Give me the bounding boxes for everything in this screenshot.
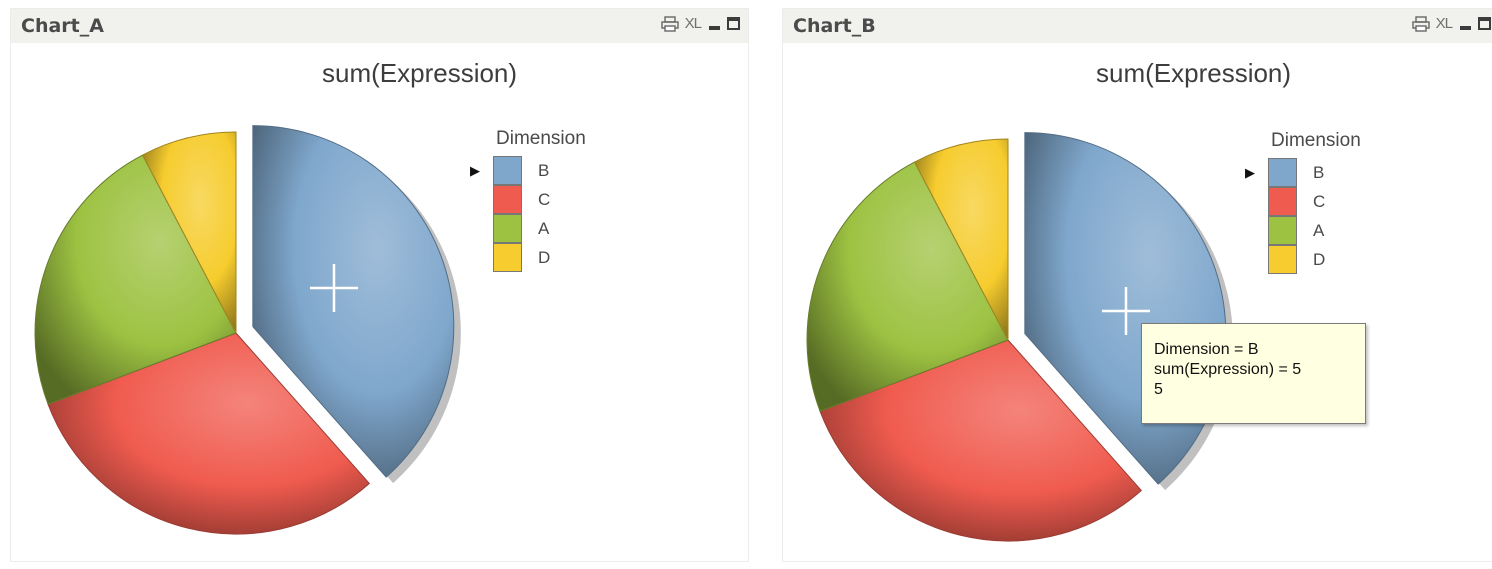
caption-icons: XL (660, 15, 740, 32)
pie-slice-d[interactable] (913, 138, 1009, 341)
tooltip-line: 5 (1154, 381, 1163, 398)
legend-label: C (1313, 191, 1326, 211)
pie-slice-b[interactable] (252, 125, 455, 478)
legend-swatch (1268, 245, 1297, 274)
legend-item-d[interactable]: D (470, 243, 586, 272)
pie-slice-a[interactable] (806, 161, 1009, 412)
crosshair-cursor-icon (1102, 287, 1150, 335)
legend-swatch (1268, 216, 1297, 245)
legend-label: A (538, 218, 550, 238)
xl-icon[interactable]: XL (684, 15, 702, 32)
chart-title: sum(Expression) (1096, 58, 1292, 88)
legend-item-a[interactable]: A (1245, 216, 1361, 245)
maximize-icon[interactable] (1478, 17, 1491, 30)
print-icon[interactable] (660, 15, 679, 32)
legend-swatch (493, 156, 522, 185)
panel-caption: Chart_B (793, 15, 876, 37)
legend-swatch (1268, 187, 1297, 216)
minimize-icon[interactable] (1458, 16, 1472, 32)
minimize-icon[interactable] (707, 16, 721, 32)
tooltip-line: sum(Expression) = 5 (1154, 361, 1302, 378)
legend-label: C (538, 189, 551, 209)
pie-slice-c[interactable] (819, 339, 1142, 542)
panel-caption: Chart_A (21, 15, 104, 37)
legend-label: B (1313, 162, 1325, 182)
tooltip-line: Dimension = B (1154, 341, 1259, 358)
legend-swatch (1268, 158, 1297, 187)
legend-item-c[interactable]: C (1245, 187, 1361, 216)
legend-label: A (1313, 220, 1325, 240)
selection-pointer-icon: ▶ (1245, 165, 1255, 180)
legend-title: Dimension (496, 128, 586, 149)
pie-slice-c[interactable] (47, 332, 370, 535)
pie-slice-a[interactable] (34, 154, 237, 405)
caption-bar[interactable]: Chart_A XL (11, 9, 748, 43)
legend-item-a[interactable]: A (470, 214, 586, 243)
pie-slice-d[interactable] (141, 131, 237, 334)
legend-item-c[interactable]: C (470, 185, 586, 214)
caption-icons: XL (1411, 15, 1491, 32)
xl-icon[interactable]: XL (1435, 15, 1453, 32)
pie-chart-b[interactable] (760, 0, 1492, 569)
caption-bar[interactable]: Chart_B XL (783, 9, 1492, 43)
crosshair-cursor-icon (310, 264, 358, 312)
pie-chart-a[interactable] (0, 0, 740, 569)
legend-item-b[interactable]: ▶ B (470, 156, 586, 185)
print-icon[interactable] (1411, 15, 1430, 32)
legend-swatch (493, 214, 522, 243)
maximize-icon[interactable] (727, 17, 740, 30)
legend-label: D (1313, 249, 1326, 269)
legend-item-d[interactable]: D (1245, 245, 1361, 274)
legend-label: B (538, 160, 550, 180)
legend-swatch (493, 185, 522, 214)
legend: Dimension ▶ B C A D (470, 128, 586, 272)
legend-label: D (538, 247, 551, 267)
legend-swatch (493, 243, 522, 272)
legend-title: Dimension (1271, 130, 1361, 151)
selection-pointer-icon: ▶ (470, 163, 480, 178)
data-tooltip: Dimension = B sum(Expression) = 5 5 (1141, 323, 1366, 424)
legend: Dimension ▶ B C A D (1245, 130, 1361, 274)
chart-title: sum(Expression) (322, 58, 518, 88)
legend-item-b[interactable]: ▶ B (1245, 158, 1361, 187)
